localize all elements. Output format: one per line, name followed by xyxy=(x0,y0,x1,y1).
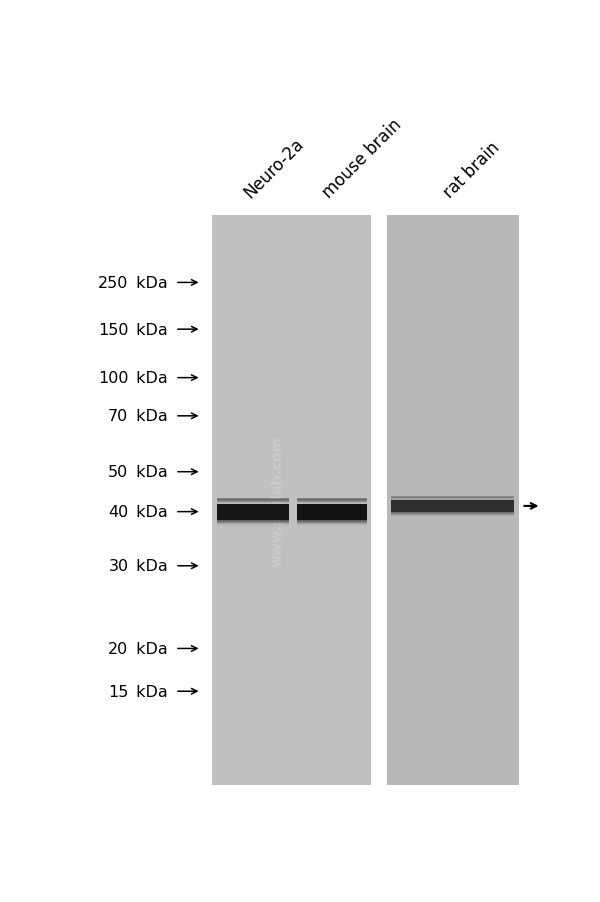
Text: kDa: kDa xyxy=(131,371,167,386)
Bar xyxy=(391,501,514,512)
Bar xyxy=(217,522,289,523)
Bar xyxy=(217,499,289,500)
Text: 150: 150 xyxy=(98,322,128,337)
Bar xyxy=(217,502,289,503)
Bar xyxy=(212,216,371,786)
Bar xyxy=(297,523,367,524)
Bar xyxy=(297,520,367,521)
Bar xyxy=(297,524,367,525)
Bar xyxy=(217,521,289,522)
Bar xyxy=(297,499,367,500)
Text: kDa: kDa xyxy=(131,409,167,424)
Bar xyxy=(297,500,367,501)
Bar xyxy=(297,503,367,504)
Text: kDa: kDa xyxy=(131,684,167,699)
Bar xyxy=(217,520,289,521)
Bar xyxy=(297,523,367,524)
Bar xyxy=(297,499,367,500)
Text: kDa: kDa xyxy=(131,504,167,520)
Text: 30: 30 xyxy=(109,558,128,574)
Bar xyxy=(297,525,367,526)
Bar xyxy=(217,499,289,500)
Text: www.ptglab.com: www.ptglab.com xyxy=(271,436,285,566)
Bar xyxy=(217,503,289,504)
Bar xyxy=(297,522,367,523)
Bar xyxy=(217,521,289,522)
Bar xyxy=(297,502,367,503)
Bar xyxy=(217,504,289,520)
Bar xyxy=(217,520,289,521)
Text: 40: 40 xyxy=(108,504,128,520)
Bar xyxy=(297,521,367,522)
Bar xyxy=(217,524,289,525)
Text: 100: 100 xyxy=(98,371,128,386)
Text: mouse brain: mouse brain xyxy=(319,116,406,202)
Text: kDa: kDa xyxy=(131,276,167,290)
Text: rat brain: rat brain xyxy=(440,139,503,202)
Text: 15: 15 xyxy=(108,684,128,699)
Bar xyxy=(297,501,367,502)
Bar xyxy=(217,503,289,504)
Text: 50: 50 xyxy=(108,465,128,480)
Bar xyxy=(388,216,519,786)
Bar xyxy=(297,501,367,502)
Bar xyxy=(217,525,289,526)
Bar xyxy=(217,500,289,501)
Bar xyxy=(217,501,289,502)
Text: 250: 250 xyxy=(98,276,128,290)
Text: Neuro-2a: Neuro-2a xyxy=(240,135,307,202)
Bar xyxy=(217,524,289,526)
Bar xyxy=(297,503,367,504)
Text: kDa: kDa xyxy=(131,558,167,574)
Bar xyxy=(297,521,367,522)
Bar xyxy=(297,520,367,521)
Bar xyxy=(217,501,289,502)
Bar xyxy=(217,523,289,524)
Bar xyxy=(217,523,289,524)
Bar xyxy=(297,524,367,526)
Text: kDa: kDa xyxy=(131,641,167,657)
Text: kDa: kDa xyxy=(131,322,167,337)
Bar xyxy=(297,504,367,520)
Text: 70: 70 xyxy=(108,409,128,424)
Text: 20: 20 xyxy=(108,641,128,657)
Text: kDa: kDa xyxy=(131,465,167,480)
